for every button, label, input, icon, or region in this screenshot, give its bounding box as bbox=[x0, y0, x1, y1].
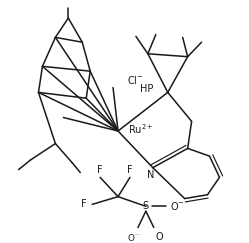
Text: Ru$^{2+}$: Ru$^{2+}$ bbox=[128, 122, 154, 136]
Text: O: O bbox=[156, 232, 164, 242]
Text: Cl$^{-}$: Cl$^{-}$ bbox=[127, 74, 144, 86]
Text: F: F bbox=[127, 165, 133, 175]
Text: O$^{-}$: O$^{-}$ bbox=[170, 200, 185, 212]
Text: F: F bbox=[97, 165, 103, 175]
Text: F: F bbox=[81, 199, 87, 209]
Text: HP: HP bbox=[140, 84, 154, 94]
Text: S: S bbox=[143, 201, 149, 211]
Text: N: N bbox=[147, 170, 155, 180]
Text: O$^{\cdot\cdot}$: O$^{\cdot\cdot}$ bbox=[127, 232, 141, 243]
